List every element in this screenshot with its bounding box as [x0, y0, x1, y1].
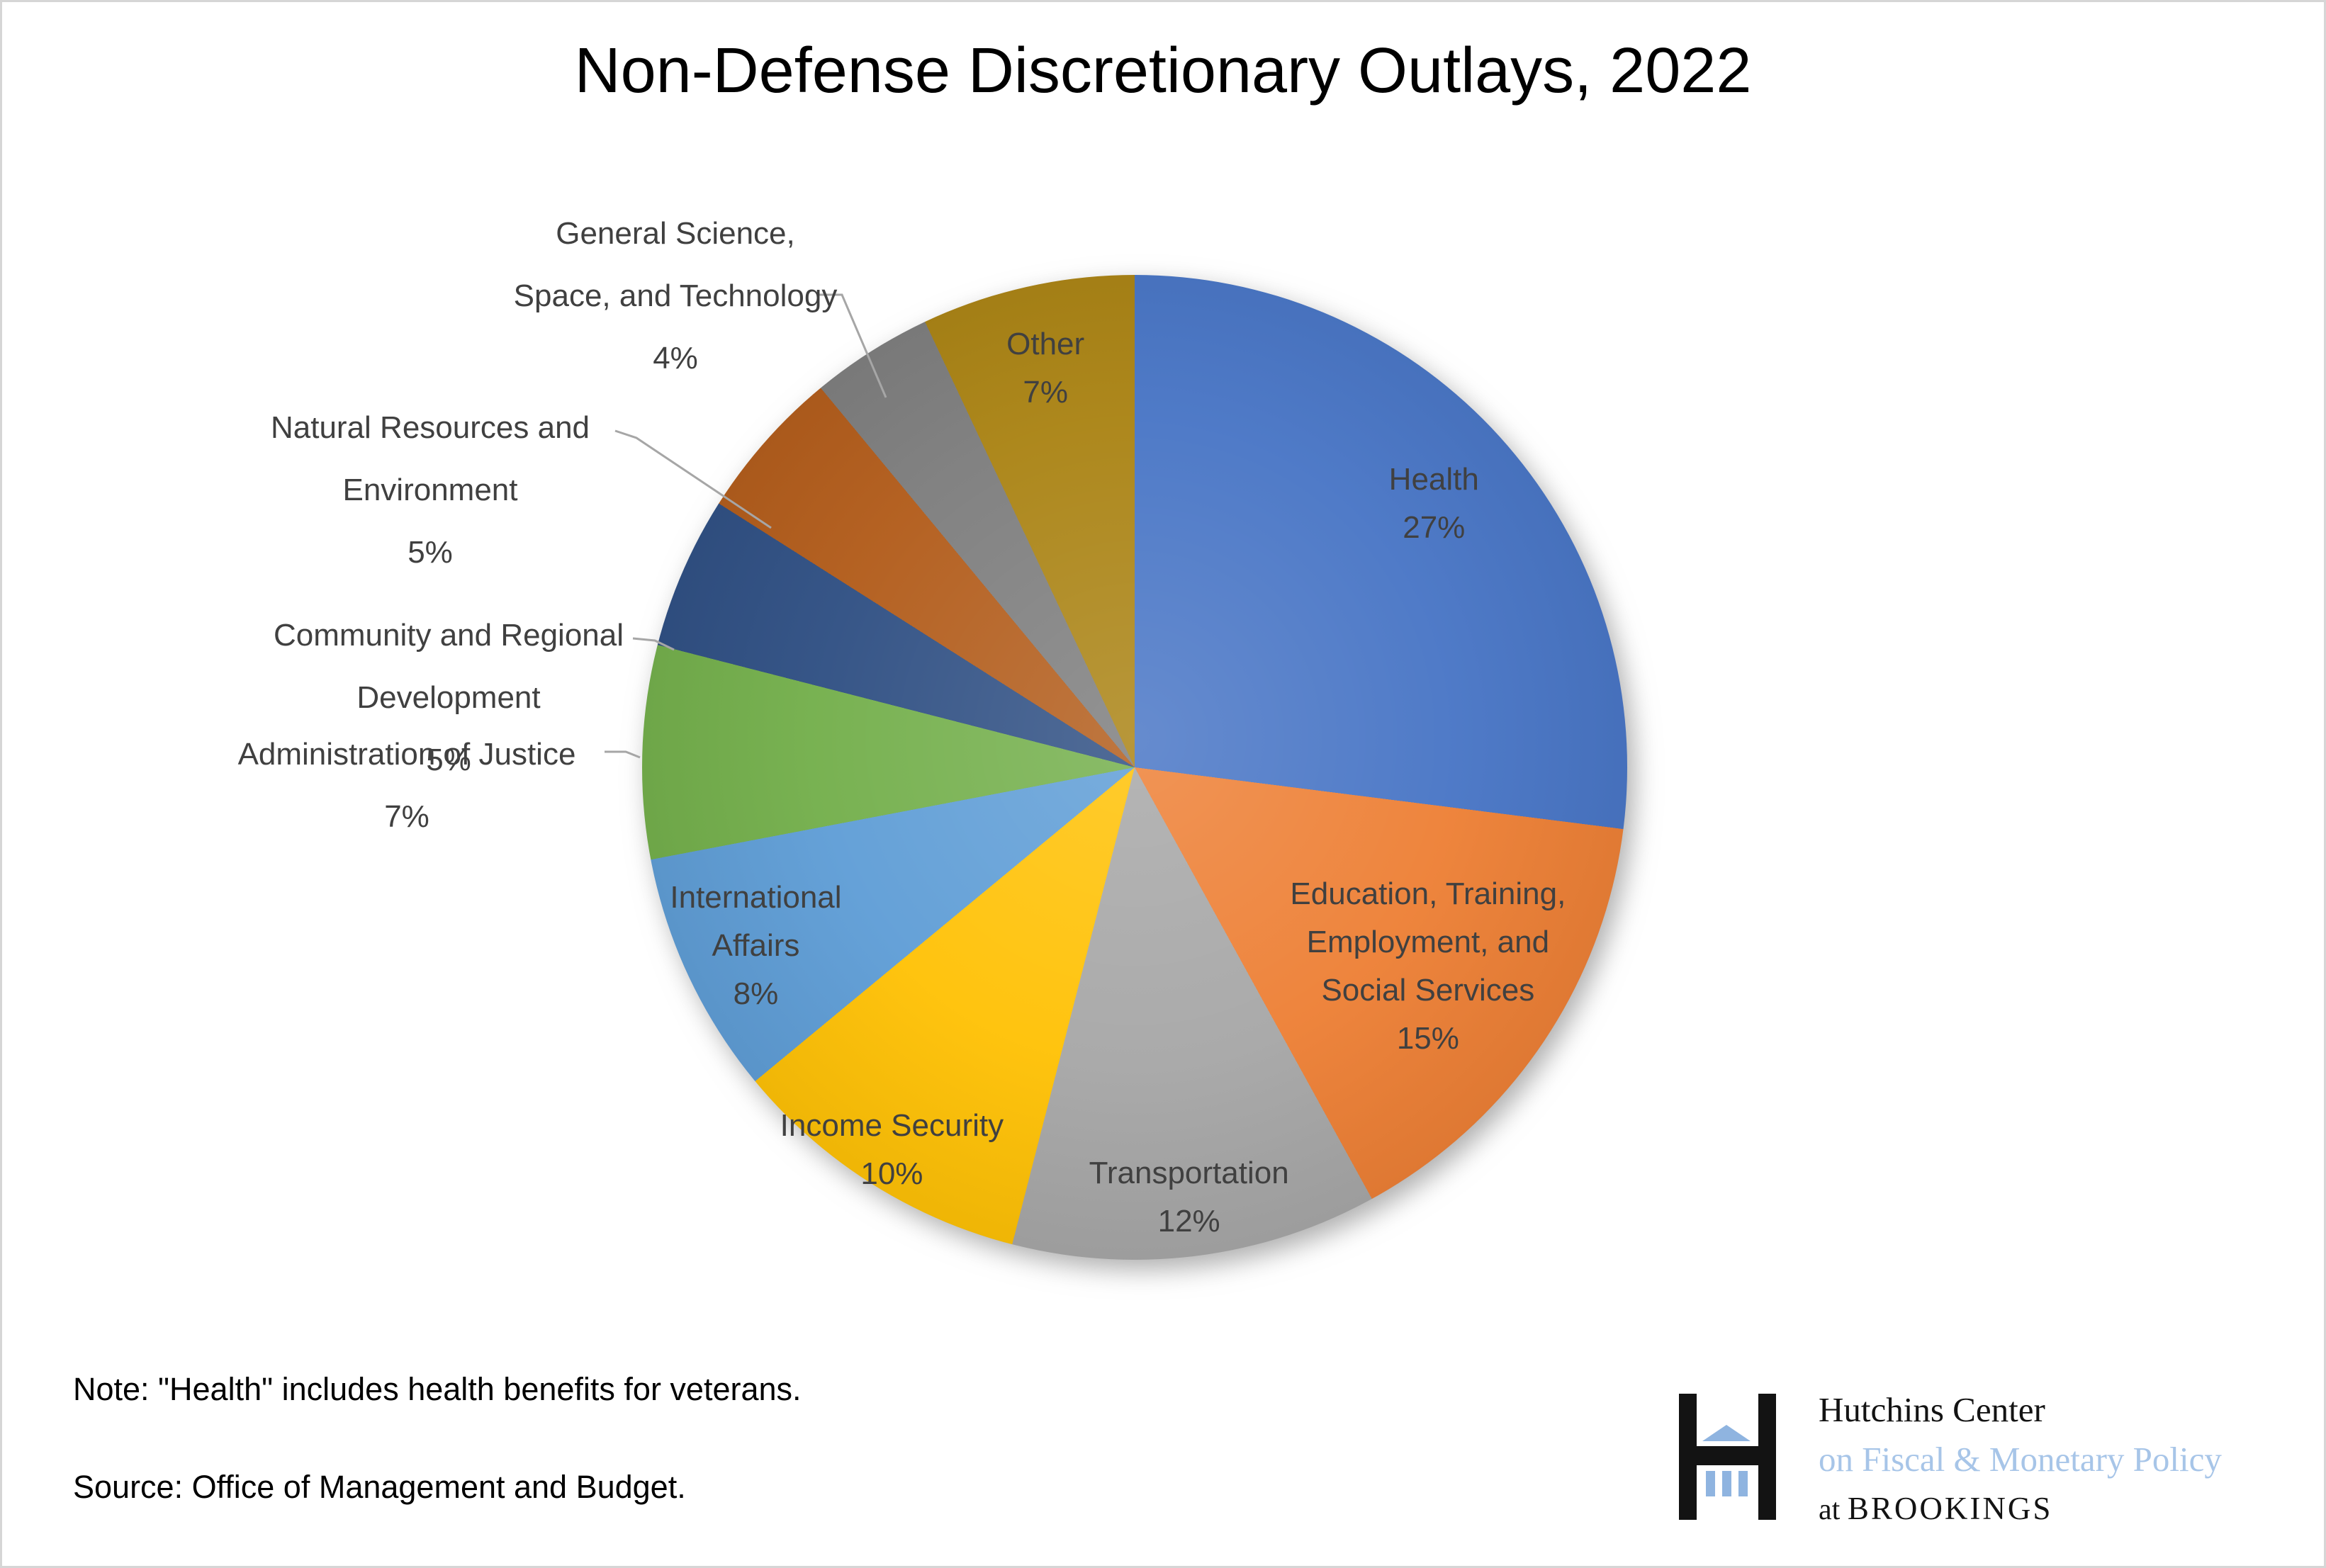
slice-label-health: Health 27% [1388, 461, 1479, 545]
slice-label-education: Education, Training, Employment, and Socia… [1290, 876, 1566, 1056]
slice-label-other: Other 7% [1006, 327, 1085, 410]
slice-label-natural: Natural Resources and Environment 5% [270, 410, 590, 570]
column-icon [1738, 1471, 1748, 1496]
hutchins-h-building-icon [1679, 1394, 1776, 1520]
logo-line2: on Fiscal & Monetary Policy [1819, 1440, 2222, 1479]
note-text: Note: "Health" includes health benefits … [73, 1371, 802, 1407]
slice-label-income: Income Security 10% [780, 1107, 1004, 1191]
slice-label-genscience: General Science, Space, and Technology 4% [513, 216, 838, 376]
slice-label-justice: Administration of Justice 7% [237, 737, 576, 834]
column-icon [1706, 1471, 1715, 1496]
slice-label-transportation: Transportation 12% [1089, 1155, 1289, 1239]
brookings-wordmark: BROOKINGS [1847, 1491, 2053, 1526]
logo-line3: at BROOKINGS [1819, 1491, 2053, 1526]
source-text: Source: Office of Management and Budget. [73, 1469, 686, 1505]
slice-label-community: Community and Regional Development 5% [273, 618, 624, 777]
chart-title: Non-Defense Discretionary Outlays, 2022 [574, 35, 1752, 106]
column-icon [1722, 1471, 1731, 1496]
logo-line1: Hutchins Center [1819, 1390, 2045, 1429]
pediment-triangle-icon [1702, 1425, 1751, 1441]
pie-slices [642, 275, 1627, 1260]
slice-label-international: International Affairs 8% [670, 879, 842, 1011]
